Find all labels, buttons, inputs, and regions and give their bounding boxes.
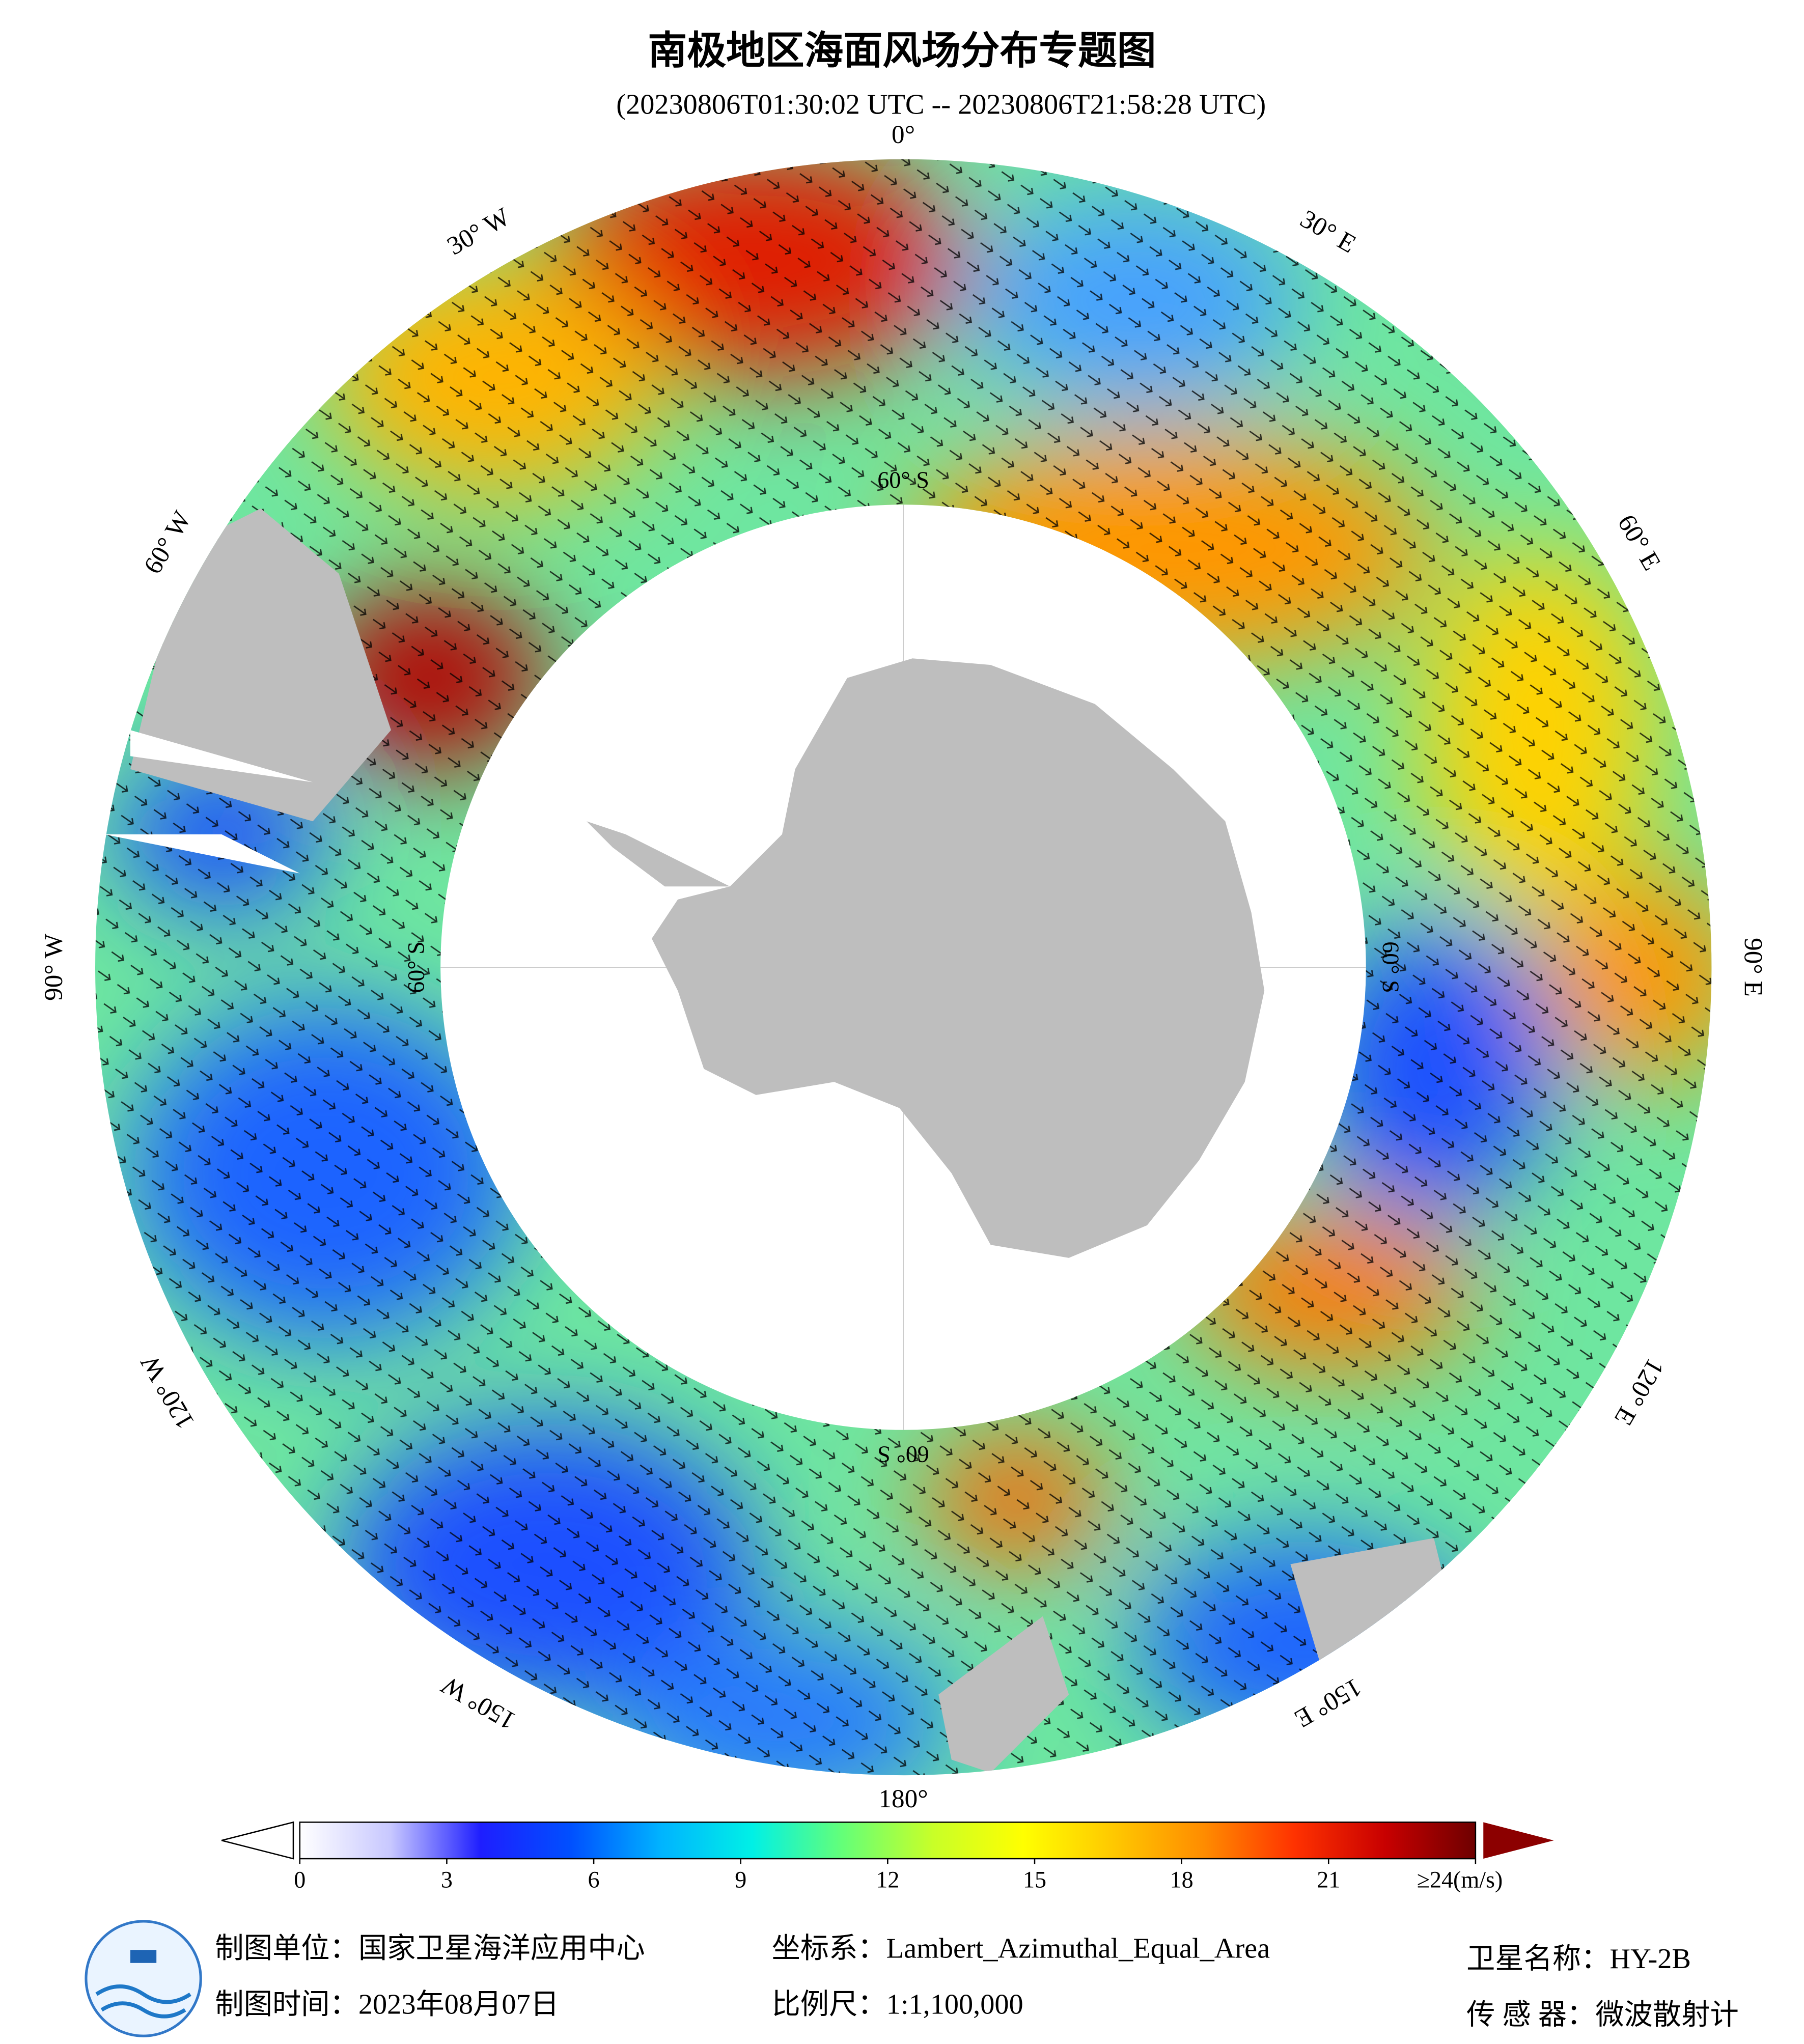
longitude-label: 120° W (135, 1350, 200, 1434)
longitude-label: 180° (878, 1784, 928, 1813)
logo (85, 1920, 202, 2037)
colorbar-tick-label: 6 (588, 1867, 600, 1893)
colorbar-tick-label: 3 (441, 1867, 453, 1893)
longitude-label: 150° W (436, 1670, 520, 1735)
colorbar-tick-label: 0 (294, 1867, 306, 1893)
colorbar-high-arrow (1483, 1822, 1554, 1859)
colorbar-tick-label: 12 (876, 1867, 899, 1893)
longitude-label: 60° W (138, 506, 197, 579)
colorbar: 0 3 6 9 12 15 18 21 ≥24(m/s) (221, 1821, 1554, 1893)
longitude-label: 150° E (1290, 1672, 1367, 1733)
longitude-label: 0° (892, 120, 915, 149)
longitude-label: 120° E (1608, 1354, 1670, 1431)
footer-scale: 比例尺：1:1,100,000 (772, 1989, 1023, 2021)
longitude-label: 90° W (39, 933, 68, 1001)
longitude-label: 30° W (442, 202, 515, 261)
footer-date: 制图时间：2023年08月07日 (215, 1989, 559, 2021)
latitude-label: 60° S (1378, 941, 1404, 993)
colorbar-tick-label: 18 (1170, 1867, 1194, 1893)
antarctica (440, 505, 1366, 1430)
colorbar-tick-label: 21 (1317, 1867, 1340, 1893)
colorbar-ramp (299, 1822, 1477, 1860)
longitude-label: 90° E (1738, 938, 1767, 997)
subtitle: (20230806T01:30:02 UTC -- 20230806T21:58… (616, 89, 1266, 120)
latitude-label: 60° S (877, 1442, 929, 1468)
title: 南极地区海面风场分布专题图 (648, 30, 1156, 73)
latitude-label: 60° S (403, 941, 429, 993)
colorbar-tick-label: 9 (735, 1867, 746, 1893)
latitude-label: 60° S (877, 467, 929, 493)
footer-sensor: 传 感 器：微波散射计 (1466, 1999, 1739, 2031)
longitude-label: 30° E (1295, 204, 1361, 259)
colorbar-tick-label: ≥24(m/s) (1417, 1867, 1503, 1893)
longitude-label: 60° E (1612, 510, 1667, 575)
colorbar-tick-label: 15 (1023, 1867, 1046, 1893)
footer-satellite: 卫星名称：HY-2B (1466, 1943, 1691, 1975)
footer-agency: 制图单位：国家卫星海洋应用中心 (215, 1933, 645, 1965)
footer-crs: 坐标系：Lambert_Azimuthal_Equal_Area (772, 1933, 1270, 1965)
colorbar-low-arrow (221, 1821, 294, 1860)
